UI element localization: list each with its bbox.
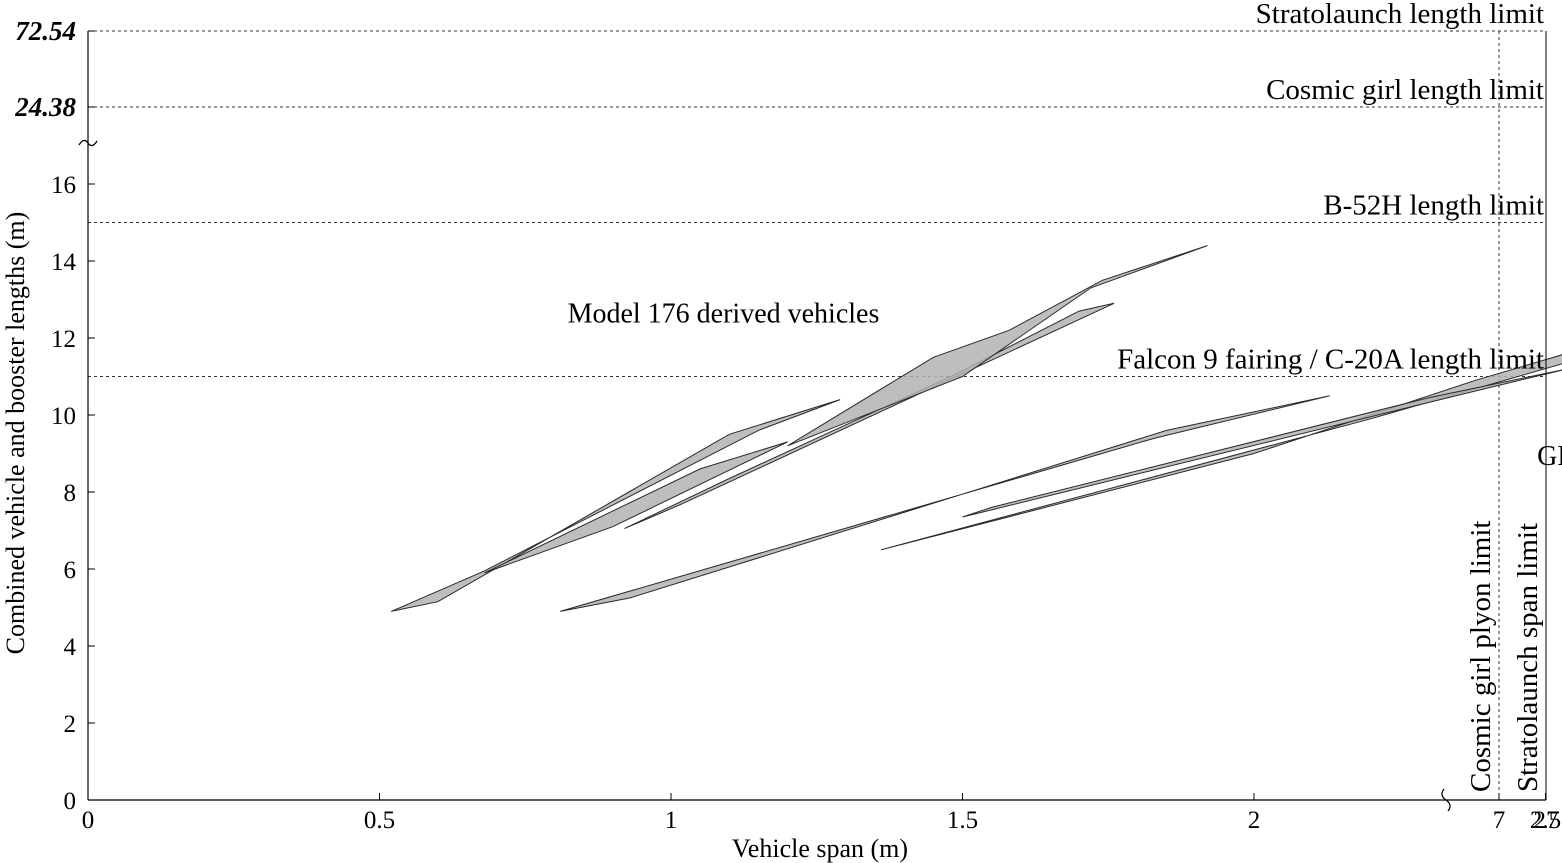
y-axis-break-mark	[78, 139, 98, 147]
x-tick-label: 0	[82, 807, 95, 834]
tick-labels: 00.511.522.533.544.5727024681012141624.3…	[14, 16, 1561, 834]
length-limit-label: Cosmic girl length limit	[1266, 74, 1544, 106]
y-tick-label: 16	[51, 172, 76, 199]
y-tick-label: 10	[51, 403, 76, 430]
reference-lines	[88, 30, 1547, 800]
span-limit-label: Stratolaunch span limit	[1512, 523, 1544, 792]
y-tick-label: 2	[64, 711, 77, 738]
model176-region	[624, 302, 1115, 530]
length-limit-label: B-52H length limit	[1323, 190, 1544, 222]
model176-region	[391, 399, 841, 612]
limit-annotations: Stratolaunch length limit Cosmic girl len…	[1117, 0, 1544, 792]
x-axis-break-mark	[1441, 788, 1451, 812]
x-tick-label: 0.5	[364, 807, 395, 834]
region-label: Model 176 derived vehicles	[568, 299, 880, 330]
length-limit-label: Stratolaunch length limit	[1256, 0, 1544, 30]
y-tick-label: 14	[51, 249, 77, 276]
ghv-region	[962, 369, 1562, 518]
x-tick-label: 1	[665, 807, 678, 834]
region-labels: Model 176 derived vehicles GHV derived ve…	[568, 299, 1562, 472]
span-limit-label: Cosmic girl plyon limit	[1465, 521, 1497, 792]
y-tick-label: 8	[64, 480, 77, 507]
y-tick-label: 0	[64, 788, 77, 815]
x-tick-label: 1.5	[947, 807, 978, 834]
model176-region	[787, 245, 1208, 447]
x-tick-label: 2	[1248, 807, 1261, 834]
x-tick-label: 27	[1534, 807, 1559, 834]
x-axis-title: Vehicle span (m)	[732, 834, 908, 863]
x-tick-label: 2.5	[1530, 807, 1561, 834]
y-tick-label: 12	[51, 326, 76, 353]
ghv-region	[560, 395, 1330, 612]
y-tick-label: 24.38	[14, 92, 76, 122]
y-tick-label: 4	[64, 634, 77, 661]
y-tick-label: 6	[64, 557, 77, 584]
y-axis-title: Combined vehicle and booster lengths (m)	[1, 212, 30, 655]
x-tick-label: 7	[1493, 807, 1506, 834]
data-regions	[391, 245, 1562, 612]
y-tick-label: 72.54	[15, 16, 76, 46]
region-label: GHV derived vehicles	[1537, 441, 1562, 472]
axes	[78, 30, 1547, 812]
length-limit-label: Falcon 9 fairing / C-20A length limit	[1117, 344, 1544, 376]
model176-region	[484, 441, 788, 574]
